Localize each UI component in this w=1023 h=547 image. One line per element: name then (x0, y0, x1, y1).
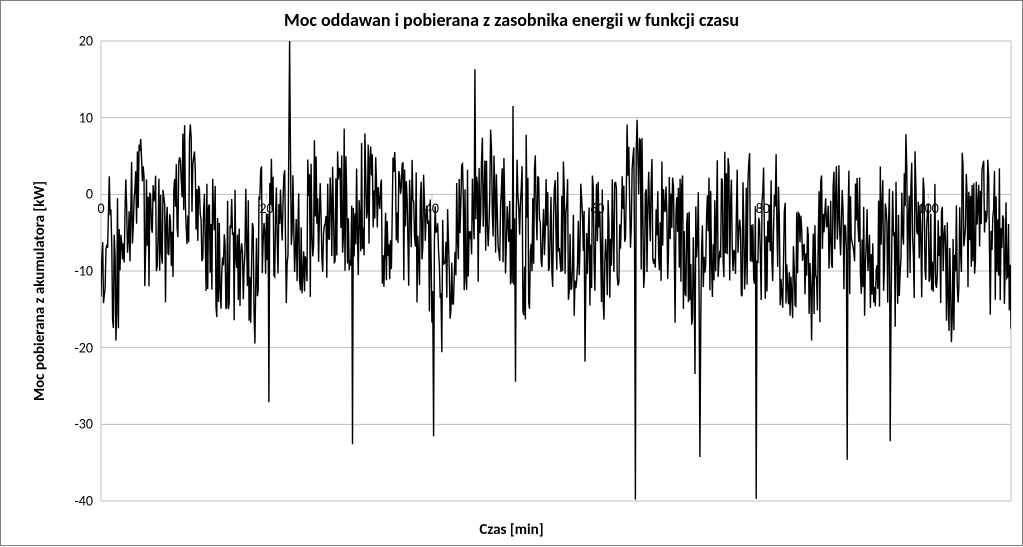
y-tick-label: 0 (53, 186, 93, 203)
y-tick-label: 20 (53, 33, 93, 50)
x-tick-label: 60 (590, 200, 604, 217)
y-tick-label: 10 (53, 109, 93, 126)
y-tick-label: -30 (53, 416, 93, 433)
x-tick-label: 20 (259, 200, 273, 217)
x-tick-label: 40 (425, 200, 439, 217)
y-tick-label: -10 (53, 263, 93, 280)
power-series-line (101, 41, 1011, 500)
x-tick-label: 100 (918, 200, 939, 217)
y-tick-label: -40 (53, 493, 93, 510)
y-tick-label: -20 (53, 339, 93, 356)
chart-plot (1, 1, 1023, 547)
chart-container: Moc oddawan i pobierana z zasobnika ener… (0, 0, 1023, 546)
x-tick-label: 80 (756, 200, 770, 217)
x-tick-label: 0 (97, 200, 104, 217)
